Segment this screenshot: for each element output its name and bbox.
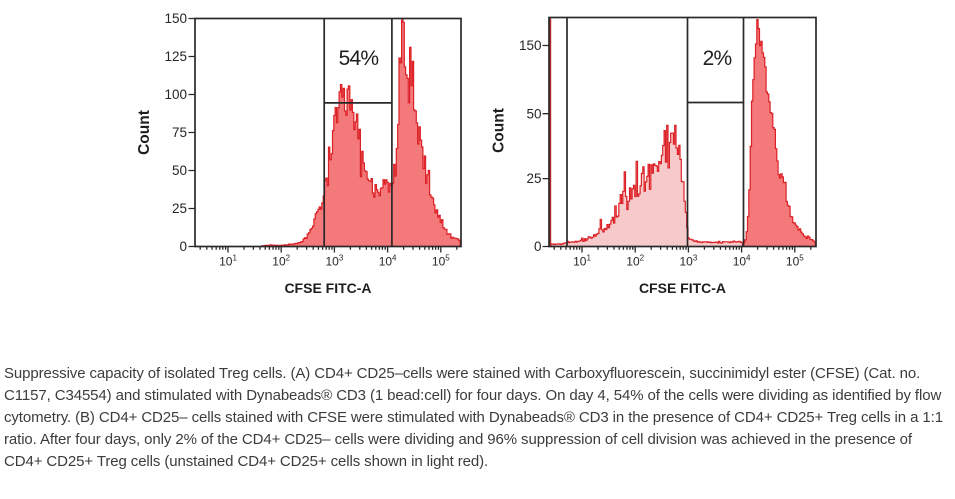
svg-text:101: 101	[573, 254, 591, 269]
svg-text:125: 125	[164, 49, 187, 64]
svg-text:103: 103	[679, 254, 697, 269]
svg-text:75: 75	[172, 125, 187, 140]
svg-text:25: 25	[526, 171, 541, 186]
svg-text:105: 105	[432, 254, 450, 269]
svg-text:102: 102	[272, 254, 290, 269]
svg-text:102: 102	[626, 254, 644, 269]
svg-text:25: 25	[172, 201, 187, 216]
svg-text:54%: 54%	[339, 47, 379, 70]
svg-text:101: 101	[219, 254, 237, 269]
svg-text:0: 0	[179, 239, 187, 254]
svg-text:Count: Count	[491, 108, 508, 153]
svg-text:104: 104	[733, 254, 751, 269]
svg-text:CFSE FITC-A: CFSE FITC-A	[284, 280, 371, 296]
svg-text:50: 50	[526, 106, 541, 121]
svg-text:100: 100	[164, 87, 187, 102]
svg-text:0: 0	[534, 239, 542, 254]
svg-text:105: 105	[786, 254, 804, 269]
svg-text:50: 50	[172, 163, 187, 178]
svg-text:Count: Count	[136, 110, 153, 155]
svg-text:150: 150	[164, 11, 187, 26]
svg-text:103: 103	[325, 254, 343, 269]
svg-text:CFSE FITC-A: CFSE FITC-A	[639, 280, 726, 296]
svg-text:2%: 2%	[703, 47, 732, 70]
svg-text:104: 104	[379, 254, 397, 269]
svg-text:150: 150	[519, 38, 542, 53]
